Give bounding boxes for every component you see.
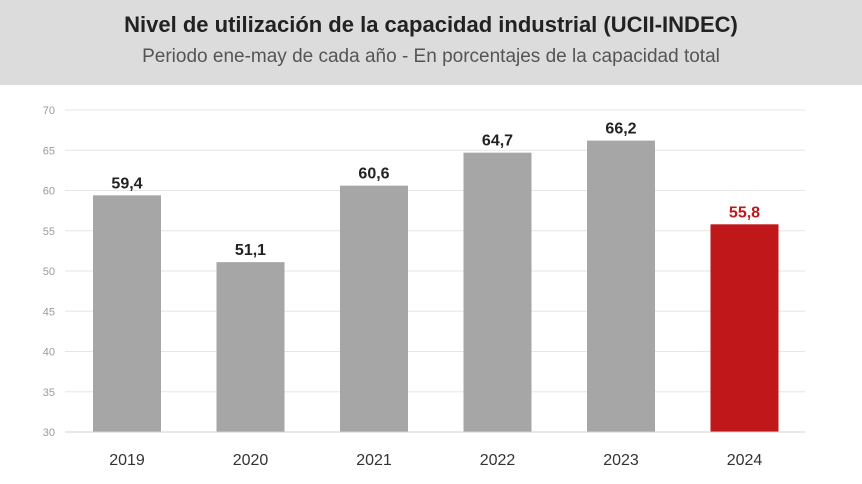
y-tick-label: 50 [43, 266, 55, 278]
chart-title: Nivel de utilización de la capacidad ind… [124, 12, 738, 37]
x-tick-label: 2024 [727, 452, 763, 469]
x-tick-label: 2022 [480, 452, 516, 469]
bar [587, 140, 655, 432]
bar [93, 195, 161, 432]
y-tick-label: 55 [43, 226, 55, 238]
data-label: 66,2 [605, 121, 636, 138]
y-tick-label: 60 [43, 186, 55, 198]
x-tick-label: 2023 [603, 452, 639, 469]
bar [710, 224, 779, 432]
x-tick-label: 2019 [109, 452, 145, 469]
chart-header: Nivel de utilización de la capacidad ind… [0, 0, 862, 85]
data-label: 55,8 [729, 204, 760, 221]
y-tick-label: 35 [43, 387, 55, 399]
x-tick-label: 2021 [356, 452, 392, 469]
bar [216, 262, 285, 432]
bar [463, 152, 532, 433]
data-label: 51,1 [235, 242, 266, 259]
data-label: 60,6 [358, 166, 389, 183]
y-tick-label: 65 [43, 145, 55, 157]
y-tick-label: 70 [43, 105, 55, 117]
data-label: 64,7 [482, 133, 513, 150]
x-tick-label: 2020 [233, 452, 269, 469]
data-label: 59,4 [111, 175, 142, 192]
bar [340, 185, 408, 432]
y-tick-label: 45 [43, 306, 55, 318]
y-tick-label: 40 [43, 347, 55, 359]
y-tick-label: 30 [43, 427, 55, 439]
chart-subtitle: Periodo ene-may de cada año - En porcent… [142, 46, 720, 67]
